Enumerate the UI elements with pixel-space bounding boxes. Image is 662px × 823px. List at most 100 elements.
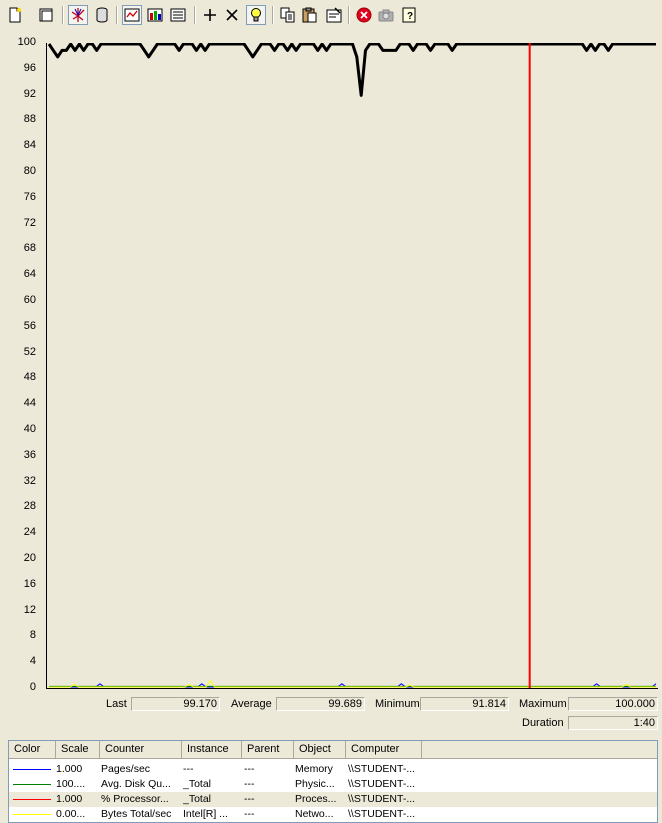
y-tick-label: 88 [23,113,36,126]
view-graph-icon[interactable] [122,5,142,25]
color-swatch [13,814,51,815]
y-tick-label: 60 [23,294,36,306]
y-tick-label: 76 [23,190,36,203]
view-current-activity-icon[interactable] [68,5,88,25]
y-tick-label: 72 [23,216,36,229]
y-tick-label: 16 [23,577,36,590]
toolbar: ? [0,0,662,30]
counter-cell: Bytes Total/sec [101,808,172,820]
counter-legend[interactable]: Color Scale Counter Instance Parent Obje… [8,740,658,823]
col-object[interactable]: Object [294,741,346,758]
instance-cell: --- [183,763,194,775]
last-label: Last [106,698,127,710]
duration-value: 1:40 [568,716,658,730]
y-tick-label: 96 [23,61,36,74]
y-tick-label: 4 [29,655,36,668]
legend-row-selected[interactable]: 1.000 % Processor... _Total --- Proces..… [9,792,657,807]
y-tick-label: 100 [17,36,36,48]
paste-counter-list-icon[interactable] [300,5,320,25]
counter-cell: Avg. Disk Qu... [101,778,171,790]
maximum-label: Maximum [519,698,567,710]
clear-display-icon[interactable] [36,5,56,25]
legend-row[interactable]: 1.000 Pages/sec --- --- Memory \\STUDENT… [9,762,657,777]
object-cell: Physic... [295,778,335,790]
scale-cell: 0.00... [56,808,86,820]
object-cell: Memory [295,763,333,775]
legend-row[interactable]: 100.... Avg. Disk Qu... _Total --- Physi… [9,777,657,792]
y-tick-label: 0 [29,681,36,693]
object-cell: Netwo... [295,808,334,820]
color-swatch [13,799,51,800]
y-tick-label: 32 [23,474,36,487]
scale-cell: 1.000 [56,793,83,805]
view-histogram-icon[interactable] [145,5,165,25]
y-tick-label: 56 [23,319,36,332]
last-value: 99.170 [131,697,220,711]
computer-cell: \\STUDENT-... [348,763,416,775]
instance-cell: Intel[R] ... [183,808,228,820]
duration-label: Duration [522,717,564,729]
copy-properties-icon[interactable] [278,5,298,25]
y-tick-label: 92 [23,87,36,100]
color-swatch [13,769,51,770]
col-parent[interactable]: Parent [242,741,294,758]
y-tick-label: 84 [23,139,36,152]
col-color[interactable]: Color [9,741,56,758]
scale-cell: 1.000 [56,763,83,775]
y-tick-label: 28 [23,500,36,513]
parent-cell: --- [244,808,255,820]
y-tick-label: 20 [23,552,36,564]
instance-cell: _Total [183,793,212,805]
view-log-data-icon[interactable] [92,5,112,25]
scale-cell: 100.... [56,778,86,790]
legend-row[interactable]: 0.00... Bytes Total/sec Intel[R] ... ---… [9,807,657,822]
col-computer[interactable]: Computer [346,741,422,758]
y-tick-label: 36 [23,448,36,461]
y-tick-label: 68 [23,242,36,255]
computer-cell: \\STUDENT-... [348,778,416,790]
counter-cell: Pages/sec [101,763,151,775]
instance-cell: _Total [183,778,212,790]
svg-text:?: ? [407,11,413,22]
line-plot [47,43,657,688]
y-tick-label: 64 [23,268,36,281]
color-swatch [13,784,51,785]
parent-cell: --- [244,793,255,805]
graph-frame [46,43,658,689]
col-counter[interactable]: Counter [100,741,182,758]
y-tick-label: 40 [23,423,36,435]
col-scale[interactable]: Scale [56,741,100,758]
view-report-icon[interactable] [168,5,188,25]
object-cell: Proces... [295,793,337,805]
graph-panel: 100 96 92 88 84 80 76 72 68 64 60 56 52 48 44 40 36 32 28 2… [0,32,662,694]
minimum-label: Minimum [375,698,420,710]
y-tick-label: 48 [23,371,36,384]
legend-header: Color Scale Counter Instance Parent Obje… [9,741,657,759]
properties-icon[interactable] [324,5,344,25]
average-label: Average [231,698,272,710]
update-data-icon[interactable] [376,5,396,25]
y-tick-label: 24 [23,526,36,539]
y-tick-label: 44 [23,397,36,410]
new-counter-set-icon[interactable] [5,5,25,25]
minimum-value: 91.814 [420,697,509,711]
y-tick-label: 52 [23,345,36,358]
freeze-display-icon[interactable] [354,5,374,25]
y-tick-label: 80 [23,165,36,177]
highlight-icon[interactable] [246,5,266,25]
col-instance[interactable]: Instance [182,741,242,758]
help-icon[interactable]: ? [400,5,420,25]
add-counter-icon[interactable] [200,5,220,25]
computer-cell: \\STUDENT-... [348,808,416,820]
series-line--processor-time [47,43,656,97]
delete-counter-icon[interactable] [222,5,242,25]
maximum-value: 100.000 [568,697,658,711]
computer-cell: \\STUDENT-... [348,793,416,805]
y-tick-label: 8 [29,629,36,642]
y-tick-label: 12 [23,603,36,616]
average-value: 99.689 [276,697,365,711]
counter-cell: % Processor... [101,793,169,805]
series-line-bytes-total-sec [49,680,656,688]
parent-cell: --- [244,763,255,775]
parent-cell: --- [244,778,255,790]
